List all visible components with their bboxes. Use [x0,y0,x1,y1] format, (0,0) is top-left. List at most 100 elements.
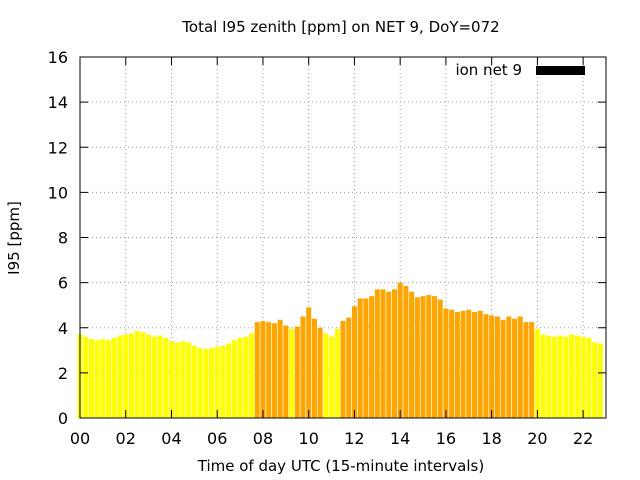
bar [151,336,157,418]
bar [237,337,243,418]
bar [426,295,432,418]
bar [83,336,89,418]
bar [454,311,460,418]
bar [563,336,569,418]
bar [363,298,369,418]
y-tick-label: 2 [58,364,68,383]
bar [380,289,386,418]
bar [512,318,518,418]
x-tick-label: 00 [70,429,90,448]
bar [208,348,215,418]
ticks-layer [79,56,606,419]
x-tick-label: 10 [299,429,319,448]
bar [403,286,409,418]
bar [203,349,209,418]
bar [466,309,472,418]
legend: ion net 9 [455,61,585,79]
bar [277,319,283,418]
y-tick-label: 0 [58,409,68,428]
bar [409,291,415,418]
bar [289,328,295,418]
bar [534,328,540,418]
bar [231,340,237,418]
bar [460,310,466,418]
x-tick-label: 04 [161,429,181,448]
bar [449,309,455,418]
bar [414,297,420,418]
bar [306,307,312,418]
bar [540,334,546,418]
bar [397,282,403,419]
bar [317,327,323,418]
bar [483,314,489,418]
bar [574,335,580,418]
y-tick-labels: 0 2 4 6 8 10 12 14 16 [48,48,68,428]
x-tick-label: 14 [390,429,410,448]
bar [197,348,203,418]
bar [494,316,500,418]
bar [346,317,352,418]
bar [437,299,443,418]
bar [311,318,317,418]
bar [523,322,529,418]
y-tick-label: 8 [58,229,68,248]
x-tick-label: 20 [527,429,547,448]
x-axis-title: Time of day UTC (15-minute intervals) [197,457,484,475]
y-axis-title: I95 [ppm] [5,201,23,275]
bar [357,298,363,418]
bar [334,328,340,418]
bars-layer [77,282,603,419]
y-tick-label: 16 [48,48,68,67]
bar [94,340,100,418]
bar [254,322,260,418]
bar [100,339,106,418]
bar [134,331,140,418]
bar [260,320,266,418]
bar [552,336,558,418]
y-tick-label: 4 [58,319,68,338]
x-tick-label: 16 [436,429,456,448]
x-tick-label: 22 [573,429,593,448]
bar [431,296,437,418]
bar [146,334,152,418]
bar [128,333,134,418]
bar [140,332,146,418]
bar [569,334,575,418]
bar [163,337,169,418]
bar [471,311,478,418]
bar [283,325,289,418]
bar [586,337,592,418]
bar [168,341,174,418]
bar [351,306,357,418]
bar [386,291,392,418]
y-tick-label: 12 [48,138,68,157]
bar [500,319,506,418]
bar [477,310,483,418]
bar [557,335,563,418]
bar [117,335,123,418]
y-tick-label: 14 [48,93,68,112]
bar [592,342,598,418]
bar [294,326,300,418]
bar [329,336,335,418]
bar [157,335,163,418]
bar [443,308,449,418]
bar [226,343,232,418]
bar [597,343,603,418]
bar [517,316,523,418]
bar [220,345,226,418]
bar [191,345,197,418]
x-tick-label: 06 [207,429,227,448]
bar [420,296,426,418]
bar [214,346,220,418]
x-tick-label: 08 [253,429,273,448]
bar [323,333,329,418]
bar [249,333,255,418]
bar [111,337,117,418]
x-tick-label: 02 [116,429,136,448]
bar [506,316,512,418]
bar [391,289,397,418]
bar [580,336,586,418]
chart-title: Total I95 zenith [ppm] on NET 9, DoY=072 [181,18,499,36]
bar [300,316,306,418]
